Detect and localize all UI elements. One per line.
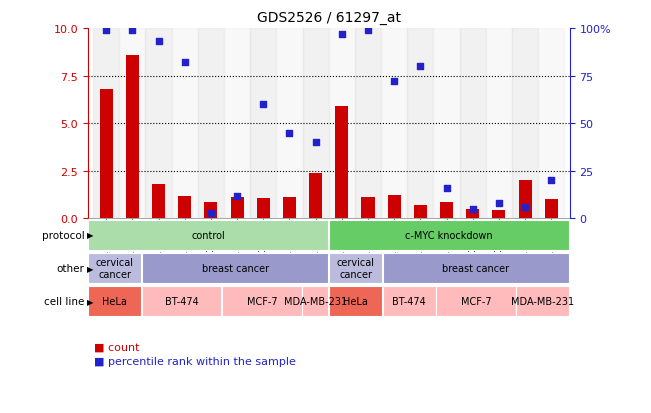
Bar xyxy=(486,29,512,219)
Text: cervical
cancer: cervical cancer xyxy=(337,258,374,279)
Bar xyxy=(414,206,427,219)
Point xyxy=(154,39,164,45)
Text: BT-474: BT-474 xyxy=(165,297,199,306)
Text: MDA-MB-231: MDA-MB-231 xyxy=(511,297,574,306)
Bar xyxy=(440,203,453,219)
Bar xyxy=(355,29,381,219)
Bar xyxy=(302,286,329,317)
Bar xyxy=(198,29,224,219)
Bar xyxy=(250,29,277,219)
Bar xyxy=(126,55,139,219)
Bar xyxy=(283,198,296,219)
Text: other: other xyxy=(57,263,85,273)
Bar xyxy=(512,29,538,219)
Bar xyxy=(436,286,516,317)
Point xyxy=(363,28,373,34)
Point xyxy=(441,185,452,192)
Bar xyxy=(178,196,191,219)
Text: breast cancer: breast cancer xyxy=(443,263,510,273)
Point xyxy=(520,204,531,211)
Bar xyxy=(408,29,434,219)
Bar xyxy=(152,185,165,219)
Bar xyxy=(381,29,408,219)
Point xyxy=(127,28,137,34)
Text: protocol: protocol xyxy=(42,230,85,240)
Point xyxy=(311,140,321,146)
Bar xyxy=(329,29,355,219)
Point xyxy=(284,130,295,137)
Text: HeLa: HeLa xyxy=(343,297,368,306)
Bar xyxy=(538,29,564,219)
Bar xyxy=(93,29,119,219)
Text: ▶: ▶ xyxy=(87,231,94,240)
Bar xyxy=(329,253,382,284)
Bar xyxy=(387,195,401,219)
Bar xyxy=(100,90,113,219)
Bar xyxy=(383,253,570,284)
Text: HeLa: HeLa xyxy=(102,297,127,306)
Text: ▶: ▶ xyxy=(87,264,94,273)
Text: breast cancer: breast cancer xyxy=(202,263,269,273)
Bar xyxy=(303,29,329,219)
Bar xyxy=(230,198,243,219)
Point xyxy=(415,64,426,70)
Point xyxy=(232,193,242,199)
Bar xyxy=(466,209,479,219)
Bar xyxy=(335,107,348,219)
Bar xyxy=(519,181,532,219)
Bar xyxy=(492,210,505,219)
Point xyxy=(467,206,478,213)
Bar xyxy=(460,29,486,219)
Text: c-MYC knockdown: c-MYC knockdown xyxy=(406,230,493,240)
Bar xyxy=(204,203,217,219)
Bar xyxy=(172,29,198,219)
Text: cell line: cell line xyxy=(44,297,85,306)
Text: cervical
cancer: cervical cancer xyxy=(96,258,133,279)
Text: GDS2526 / 61297_at: GDS2526 / 61297_at xyxy=(256,11,401,25)
Bar xyxy=(309,173,322,219)
Point xyxy=(546,178,557,184)
Bar xyxy=(545,200,558,219)
Bar xyxy=(224,29,250,219)
Bar xyxy=(88,253,141,284)
Bar xyxy=(222,286,301,317)
Point xyxy=(389,79,400,85)
Point xyxy=(101,28,111,34)
Text: ▶: ▶ xyxy=(87,297,94,306)
Bar xyxy=(142,253,329,284)
Point xyxy=(258,102,268,108)
Bar xyxy=(329,286,382,317)
Bar xyxy=(119,29,145,219)
Text: MCF-7: MCF-7 xyxy=(461,297,492,306)
Bar xyxy=(256,199,270,219)
Point xyxy=(493,200,504,207)
Point xyxy=(206,210,216,216)
Bar xyxy=(516,286,570,317)
Text: ■ count: ■ count xyxy=(94,342,140,352)
Point xyxy=(180,60,190,66)
Text: MCF-7: MCF-7 xyxy=(247,297,277,306)
Bar xyxy=(142,286,221,317)
Bar xyxy=(145,29,172,219)
Text: control: control xyxy=(191,230,225,240)
Text: MDA-MB-231: MDA-MB-231 xyxy=(284,297,347,306)
Bar xyxy=(434,29,460,219)
Bar xyxy=(88,286,141,317)
Bar xyxy=(329,220,570,251)
Bar xyxy=(277,29,303,219)
Point xyxy=(337,31,347,38)
Bar xyxy=(383,286,436,317)
Text: ■ percentile rank within the sample: ■ percentile rank within the sample xyxy=(94,356,296,366)
Bar xyxy=(88,220,329,251)
Text: BT-474: BT-474 xyxy=(392,297,426,306)
Bar xyxy=(361,198,374,219)
